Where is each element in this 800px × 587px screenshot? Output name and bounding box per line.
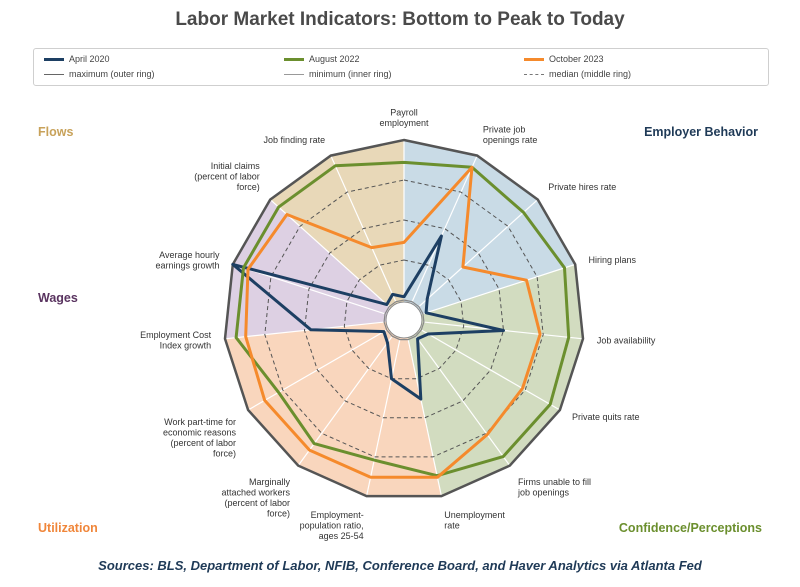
ring-dashed: [264, 179, 544, 458]
legend-swatch: [44, 58, 64, 62]
axis-label-line: force): [267, 508, 290, 518]
sector-backgrounds: [225, 140, 583, 497]
axis-label-line: Unemployment: [444, 510, 505, 520]
ring-maximum: [223, 138, 585, 498]
axis-label-line: economic reasons: [163, 428, 237, 438]
axis-label-line: (percent of labor: [194, 172, 260, 182]
legend-label: April 2020: [69, 54, 110, 64]
source-note: Sources: BLS, Department of Labor, NFIB,…: [98, 558, 702, 573]
axis-label-line: (percent of labor: [224, 498, 290, 508]
axis-label-line: Job finding rate: [264, 135, 326, 145]
axis-label-line: openings rate: [483, 135, 538, 145]
legend-label: median (middle ring): [549, 69, 632, 79]
series-line-april-2020: [231, 234, 505, 401]
legend-item-maximum: maximum (outer ring): [44, 69, 155, 79]
axis-label: Firms unable to fill job openings: [517, 477, 591, 498]
axis-label-line: force): [213, 449, 236, 459]
group-label-employer-behavior: Employer Behavior: [644, 125, 758, 139]
group-label-confidence-perceptions: Confidence/Perceptions: [618, 521, 762, 535]
axis-label-line: Initial claims: [211, 161, 261, 171]
series-lines: [231, 160, 571, 479]
axis-label: Job finding rate: [264, 135, 326, 145]
chart-title: Labor Market Indicators: Bottom to Peak …: [175, 9, 625, 30]
legend-swatch: [524, 74, 544, 76]
series-line-august-2022: [234, 160, 571, 478]
axis-label-line: Work part-time for: [164, 417, 236, 427]
axis-label-line: Payroll: [390, 108, 418, 118]
sector-employer-behavior: [404, 140, 576, 320]
axis-label-line: Job availability: [597, 335, 656, 345]
axis-label-line: (percent of labor: [170, 438, 236, 448]
axis-label-line: employment: [379, 118, 429, 128]
axis-label-line: Hiring plans: [589, 255, 637, 265]
axis-label-line: Marginally: [249, 477, 291, 487]
axis-label-line: Average hourly: [159, 250, 220, 260]
ring-minimum: [383, 299, 425, 341]
rings: [223, 138, 585, 498]
group-label-utilization: Utilization: [38, 521, 98, 535]
group-label-wages: Wages: [38, 291, 78, 305]
axis-label-line: attached workers: [221, 487, 290, 497]
axis-label-line: earnings growth: [155, 260, 219, 270]
spoke: [411, 155, 478, 302]
legend: April 2020 August 2022 October 2023 maxi…: [33, 48, 769, 86]
axis-label: Average hourly earnings growth: [155, 250, 220, 271]
ring-dashed: [303, 219, 505, 419]
axis-label-line: job openings: [517, 487, 570, 497]
axis-label: Payroll employment: [379, 108, 429, 129]
axis-label: Hiring plans: [589, 255, 637, 265]
sector-flows: [270, 140, 404, 320]
axis-label-line: Index growth: [160, 341, 212, 351]
center-circle: [385, 301, 423, 339]
axis-label-line: Employment Cost: [140, 330, 212, 340]
axis-label: Employment-population ratio, ages 25-54: [300, 510, 364, 541]
axis-labels: Payroll employment Private job openings rat…: [140, 108, 656, 541]
spoke: [418, 199, 539, 308]
ring-dashed: [343, 259, 465, 380]
axis-label: Unemployment rate: [444, 510, 505, 531]
axis-label-line: Private quits rate: [572, 412, 640, 422]
axis-label: Private hires rate: [548, 182, 616, 192]
spoke: [422, 263, 576, 315]
legend-swatch: [284, 74, 304, 76]
legend-item-october-2023: October 2023: [524, 54, 604, 64]
center-hole: [385, 301, 423, 339]
legend-label: maximum (outer ring): [69, 69, 155, 79]
sector-utilization: [225, 320, 442, 497]
axis-label: Marginally attached workers (percent of la…: [221, 477, 290, 519]
axis-label-line: rate: [444, 520, 460, 530]
group-label-flows: Flows: [38, 125, 74, 139]
axis-label: Employment Cost Index growth: [140, 330, 212, 351]
axis-label: Private job openings rate: [483, 124, 538, 145]
axis-label: Job availability: [597, 335, 656, 345]
axis-label-line: force): [237, 182, 260, 192]
axis-label-line: ages 25-54: [319, 531, 364, 541]
axis-label-line: Private hires rate: [548, 182, 616, 192]
spoke: [421, 329, 561, 411]
series-line-october-2023: [244, 165, 542, 479]
legend-swatch: [284, 58, 304, 62]
spoke: [415, 335, 511, 466]
legend-label: August 2022: [309, 54, 360, 64]
axis-label: Initial claims (percent of labor force): [194, 161, 260, 192]
axis-label-line: Firms unable to fill: [518, 477, 591, 487]
axis-label: Private quits rate: [572, 412, 640, 422]
axis-label-line: Private job: [483, 124, 526, 134]
spoke: [407, 339, 443, 497]
legend-label: October 2023: [549, 54, 604, 64]
legend-item-median: median (middle ring): [524, 69, 631, 79]
legend-item-minimum: minimum (inner ring): [284, 69, 392, 79]
legend-item-april-2020: April 2020: [44, 54, 110, 64]
legend-swatch: [44, 74, 64, 76]
axis-label: Work part-time for economic reasons (perce…: [163, 417, 237, 459]
legend-label: minimum (inner ring): [309, 69, 392, 79]
axis-label-line: Employment-: [311, 510, 364, 520]
legend-swatch: [524, 58, 544, 62]
axis-label-line: population ratio,: [300, 520, 364, 530]
legend-item-august-2022: August 2022: [284, 54, 360, 64]
sector-wages: [225, 199, 404, 339]
